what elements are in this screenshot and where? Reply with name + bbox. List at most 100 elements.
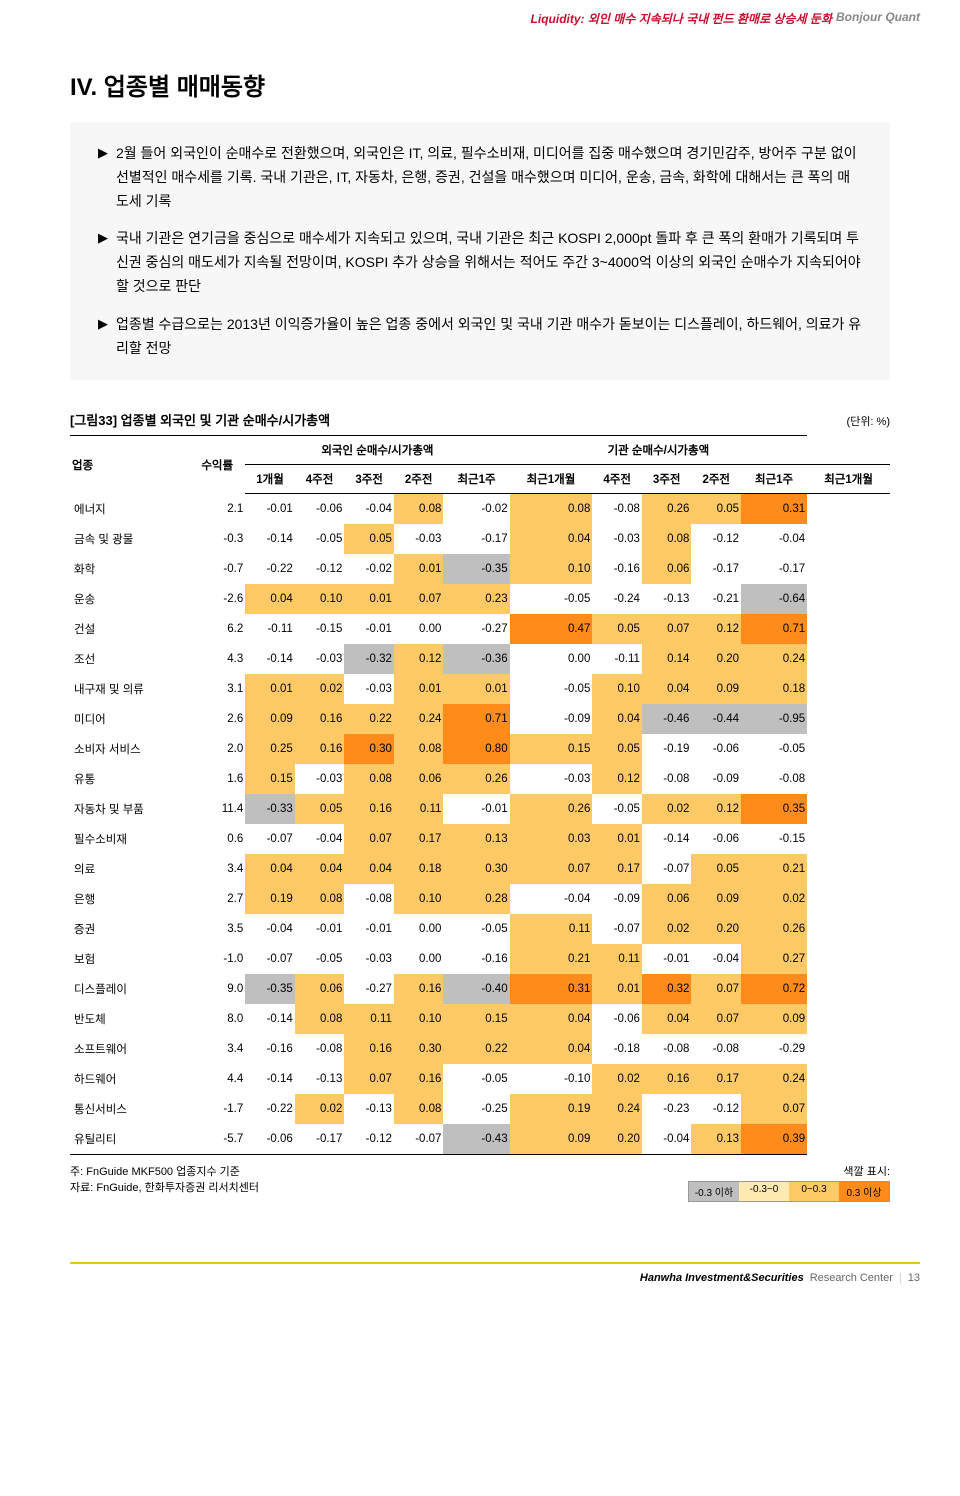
cell-value: 0.05 xyxy=(295,794,345,824)
row-label: 소프트웨어 xyxy=(70,1034,189,1064)
cell-value: -0.33 xyxy=(245,794,295,824)
cell-value: 0.09 xyxy=(691,674,741,704)
cell-value: -0.10 xyxy=(510,1064,593,1094)
table-row: 미디어2.60.090.160.220.240.71-0.090.04-0.46… xyxy=(70,704,890,734)
cell-value: 0.02 xyxy=(642,794,692,824)
cell-value: -0.32 xyxy=(344,644,394,674)
row-label: 미디어 xyxy=(70,704,189,734)
cell-value: -0.36 xyxy=(443,644,509,674)
cell-value: 0.10 xyxy=(592,674,642,704)
th-col: 3주전 xyxy=(642,465,692,494)
cell-value: -0.05 xyxy=(295,524,345,554)
cell-value: 0.25 xyxy=(245,734,295,764)
cell-value: -0.05 xyxy=(510,674,593,704)
cell-value: -0.7 xyxy=(189,554,245,584)
cell-value: -0.14 xyxy=(245,524,295,554)
cell-value: 11.4 xyxy=(189,794,245,824)
cell-value: 0.71 xyxy=(741,614,807,644)
th-return: 수익률 xyxy=(189,436,245,494)
cell-value: 0.32 xyxy=(642,974,692,1004)
cell-value: 0.04 xyxy=(592,704,642,734)
table-row: 소프트웨어3.4-0.16-0.080.160.300.220.04-0.18-… xyxy=(70,1034,890,1064)
footnote-2: 자료: FnGuide, 한화투자증권 리서치센터 xyxy=(70,1179,259,1195)
cell-value: -0.02 xyxy=(443,494,509,524)
cell-value: 0.12 xyxy=(394,644,444,674)
row-label: 의료 xyxy=(70,854,189,884)
cell-value: 0.10 xyxy=(394,1004,444,1034)
cell-value: 0.16 xyxy=(394,1064,444,1094)
table-row: 유통1.60.15-0.030.080.060.26-0.030.12-0.08… xyxy=(70,764,890,794)
cell-value: 0.02 xyxy=(295,1094,345,1124)
cell-value: -0.03 xyxy=(394,524,444,554)
cell-value: 0.08 xyxy=(394,494,444,524)
cell-value: -0.17 xyxy=(741,554,807,584)
th-col: 1개월 xyxy=(245,465,295,494)
cell-value: -0.17 xyxy=(295,1124,345,1155)
cell-value: 0.28 xyxy=(443,884,509,914)
cell-value: 2.1 xyxy=(189,494,245,524)
th-col: 최근1개월 xyxy=(807,465,890,494)
cell-value: 0.04 xyxy=(510,524,593,554)
cell-value: -0.17 xyxy=(691,554,741,584)
cell-value: -0.44 xyxy=(691,704,741,734)
cell-value: 0.08 xyxy=(394,1094,444,1124)
cell-value: 0.00 xyxy=(394,614,444,644)
cell-value: 0.16 xyxy=(344,1034,394,1064)
cell-value: 0.19 xyxy=(245,884,295,914)
cell-value: 0.26 xyxy=(642,494,692,524)
legend-cell: 0.3 이상 xyxy=(839,1182,889,1201)
cell-value: 0.07 xyxy=(691,1004,741,1034)
cell-value: -0.05 xyxy=(443,914,509,944)
row-label: 반도체 xyxy=(70,1004,189,1034)
cell-value: -0.95 xyxy=(741,704,807,734)
cell-value: -0.05 xyxy=(443,1064,509,1094)
th-col: 4주전 xyxy=(295,465,345,494)
cell-value: 0.02 xyxy=(642,914,692,944)
cell-value: -0.06 xyxy=(245,1124,295,1155)
cell-value: 0.16 xyxy=(344,794,394,824)
cell-value: -0.03 xyxy=(592,524,642,554)
table-row: 건설6.2-0.11-0.15-0.010.00-0.270.470.050.0… xyxy=(70,614,890,644)
cell-value: 0.10 xyxy=(394,884,444,914)
row-label: 은행 xyxy=(70,884,189,914)
cell-value: -0.05 xyxy=(592,794,642,824)
cell-value: 0.05 xyxy=(592,734,642,764)
cell-value: -0.46 xyxy=(642,704,692,734)
cell-value: 0.12 xyxy=(592,764,642,794)
cell-value: -0.04 xyxy=(510,884,593,914)
th-col: 2주전 xyxy=(394,465,444,494)
cell-value: -0.06 xyxy=(592,1004,642,1034)
cell-value: 0.01 xyxy=(394,674,444,704)
cell-value: 0.71 xyxy=(443,704,509,734)
cell-value: -0.35 xyxy=(245,974,295,1004)
cell-value: 0.01 xyxy=(592,974,642,1004)
header-left-text: Liquidity: 외인 매수 지속되나 국내 펀드 환매로 상승세 둔화 xyxy=(531,10,832,27)
table-row: 자동차 및 부품11.4-0.330.050.160.11-0.010.26-0… xyxy=(70,794,890,824)
cell-value: -0.07 xyxy=(394,1124,444,1155)
th-inst: 기관 순매수/시가총액 xyxy=(510,436,808,465)
table-caption: [그림33] 업종별 외국인 및 기관 순매수/시가총액 xyxy=(70,410,330,429)
cell-value: 0.15 xyxy=(510,734,593,764)
cell-value: -5.7 xyxy=(189,1124,245,1155)
cell-value: -0.11 xyxy=(592,644,642,674)
cell-value: -0.08 xyxy=(592,494,642,524)
cell-value: -0.06 xyxy=(295,494,345,524)
cell-value: -0.12 xyxy=(691,524,741,554)
cell-value: -0.06 xyxy=(691,734,741,764)
cell-value: 0.04 xyxy=(642,1004,692,1034)
cell-value: 0.02 xyxy=(741,884,807,914)
row-label: 내구재 및 의류 xyxy=(70,674,189,704)
table-row: 내구재 및 의류3.10.010.02-0.030.010.01-0.050.1… xyxy=(70,674,890,704)
sector-table: 업종 수익률 외국인 순매수/시가총액 기관 순매수/시가총액 1개월 4주전 … xyxy=(70,435,890,1155)
legend-cell: 0~0.3 xyxy=(789,1182,839,1201)
cell-value: 0.30 xyxy=(344,734,394,764)
cell-value: 0.22 xyxy=(344,704,394,734)
cell-value: 6.2 xyxy=(189,614,245,644)
table-row: 디스플레이9.0-0.350.06-0.270.16-0.400.310.010… xyxy=(70,974,890,1004)
cell-value: -0.18 xyxy=(592,1034,642,1064)
cell-value: 0.08 xyxy=(394,734,444,764)
cell-value: -0.13 xyxy=(295,1064,345,1094)
cell-value: -0.04 xyxy=(245,914,295,944)
cell-value: -0.03 xyxy=(510,764,593,794)
cell-value: 0.20 xyxy=(592,1124,642,1155)
